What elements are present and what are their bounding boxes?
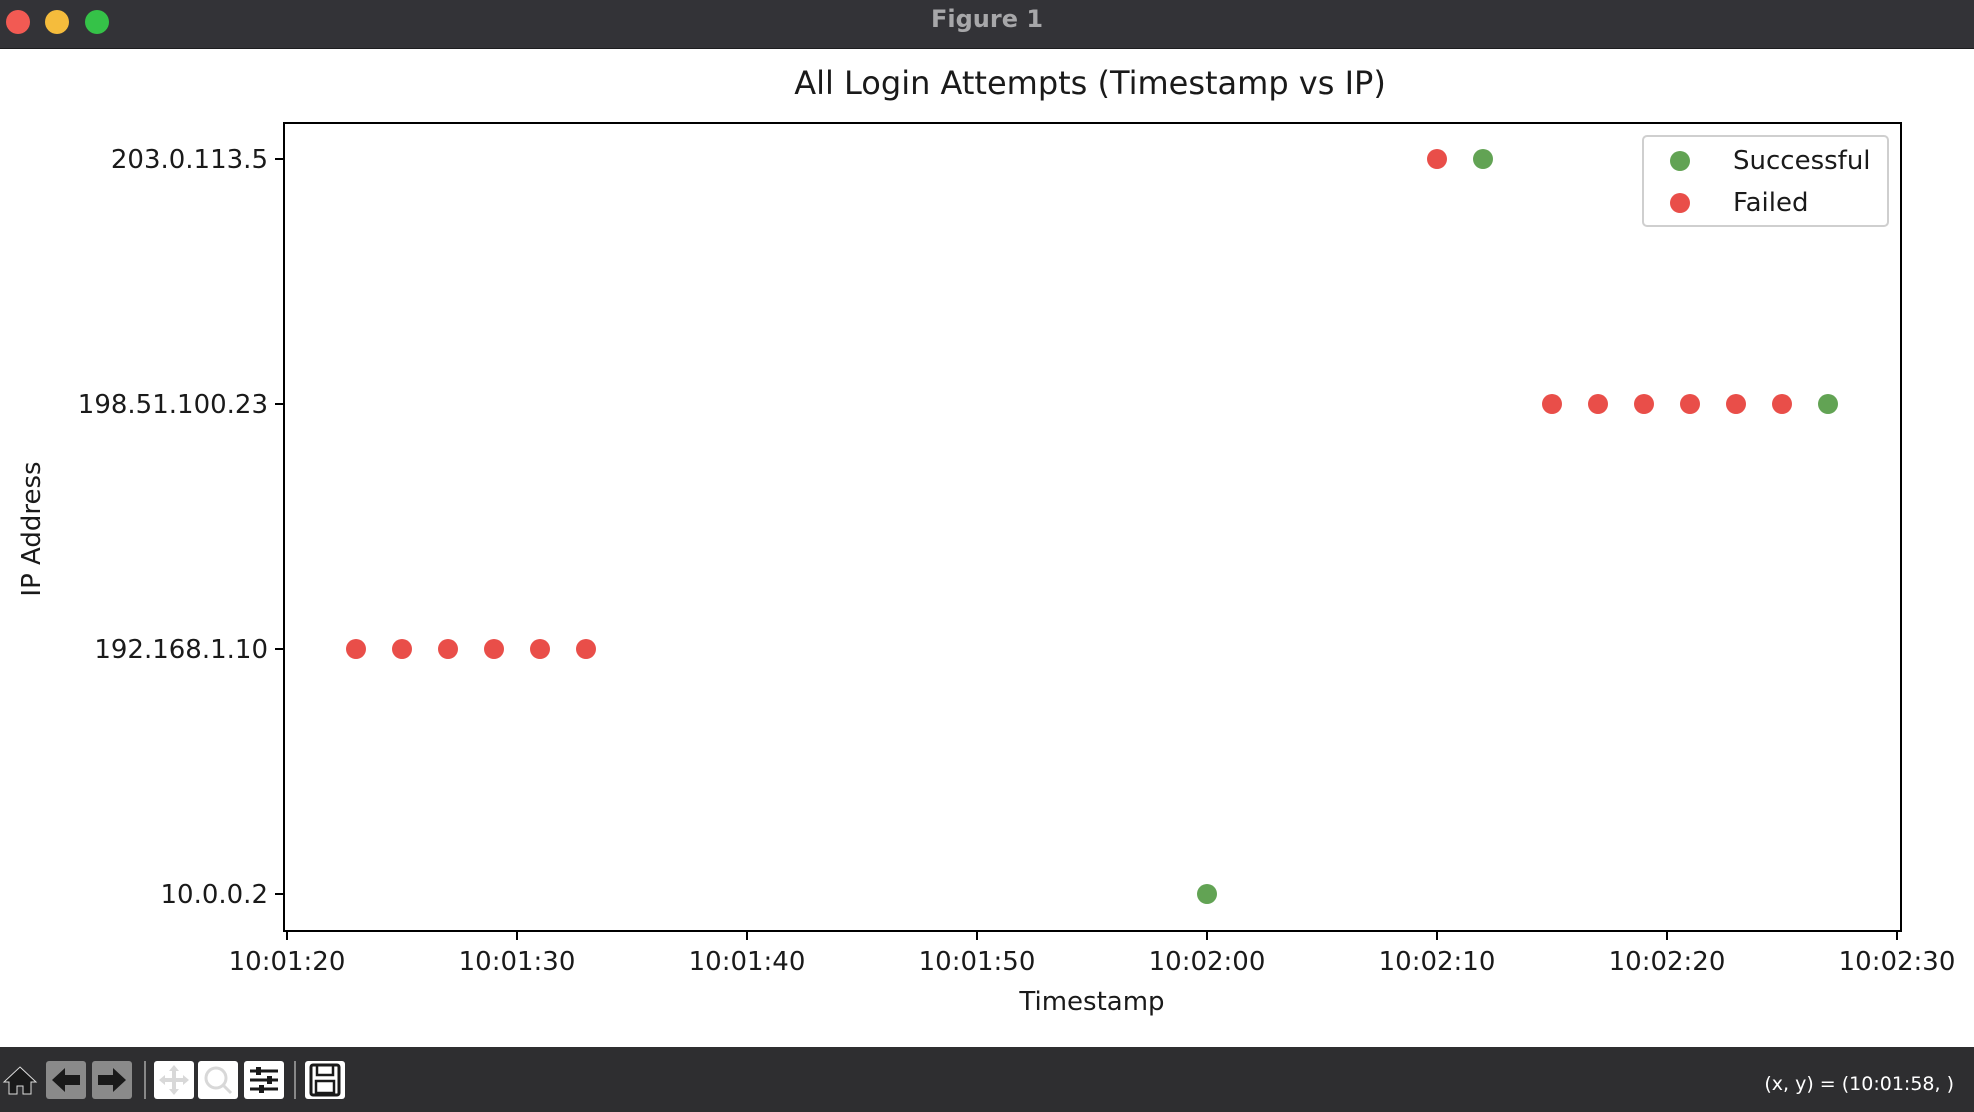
chart-title: All Login Attempts (Timestamp vs IP)	[794, 64, 1386, 102]
save-icon[interactable]	[305, 1061, 345, 1099]
data-point-failed	[1588, 394, 1608, 414]
x-tick-label: 10:01:40	[689, 947, 806, 977]
close-window-button[interactable]	[6, 10, 30, 34]
x-tick-label: 10:01:50	[919, 947, 1036, 977]
data-point-failed	[392, 639, 412, 659]
legend-marker-successful	[1670, 151, 1690, 171]
y-tick-label: 10.0.0.2	[160, 880, 268, 910]
legend-box	[1642, 135, 1889, 227]
data-point-failed	[1542, 394, 1562, 414]
y-tick-label: 203.0.113.5	[111, 145, 268, 175]
forward-arrow-icon[interactable]	[92, 1061, 132, 1099]
data-point-failed	[1772, 394, 1792, 414]
toolbar-separator	[144, 1061, 146, 1099]
data-point-failed	[346, 639, 366, 659]
data-point-failed	[484, 639, 504, 659]
legend-label-failed: Failed	[1733, 188, 1808, 218]
x-tick-label: 10:02:00	[1149, 947, 1266, 977]
legend-marker-failed	[1670, 193, 1690, 213]
zoom-icon[interactable]	[198, 1061, 238, 1099]
data-point-failed	[1726, 394, 1746, 414]
window-titlebar: Figure 1	[0, 0, 1974, 49]
data-point-failed	[576, 639, 596, 659]
data-point-successful	[1818, 394, 1838, 414]
data-point-failed	[1680, 394, 1700, 414]
x-tick-label: 10:02:10	[1379, 947, 1496, 977]
minimize-window-button[interactable]	[45, 10, 69, 34]
data-points	[346, 149, 1838, 904]
data-point-successful	[1473, 149, 1493, 169]
x-axis: 10:01:20 10:01:30 10:01:40 10:01:50 10:02:00…	[229, 931, 1956, 977]
data-point-failed	[530, 639, 550, 659]
pan-icon[interactable]	[154, 1061, 194, 1099]
legend-label-successful: Successful	[1733, 146, 1871, 176]
window-title: Figure 1	[930, 5, 1044, 33]
x-axis-label: Timestamp	[1018, 987, 1164, 1017]
figure-canvas[interactable]: All Login Attempts (Timestamp vs IP) 10.…	[0, 49, 1974, 1047]
toolbar-separator	[294, 1061, 296, 1099]
navigation-toolbar	[0, 1047, 1974, 1112]
zoom-window-button[interactable]	[85, 10, 109, 34]
back-arrow-icon[interactable]	[46, 1061, 86, 1099]
home-icon[interactable]	[0, 1061, 40, 1099]
configure-subplots-icon[interactable]	[244, 1061, 284, 1099]
plot-area	[283, 122, 1902, 932]
x-tick-label: 10:02:20	[1609, 947, 1726, 977]
y-tick-label: 198.51.100.23	[78, 390, 268, 420]
y-axis: 10.0.0.2 192.168.1.10 198.51.100.23 203.0.1…	[78, 145, 284, 910]
x-tick-label: 10:01:20	[229, 947, 346, 977]
legend: Successful Failed	[1642, 135, 1889, 227]
y-axis-label: IP Address	[17, 461, 47, 596]
data-point-failed	[1427, 149, 1447, 169]
cursor-coordinates: (x, y) = (10:01:58, )	[1764, 1073, 1954, 1095]
x-tick-label: 10:01:30	[459, 947, 576, 977]
y-tick-label: 192.168.1.10	[94, 635, 268, 665]
data-point-successful	[1197, 884, 1217, 904]
data-point-failed	[438, 639, 458, 659]
x-tick-label: 10:02:30	[1839, 947, 1956, 977]
scatter-chart: All Login Attempts (Timestamp vs IP) 10.…	[17, 64, 1956, 1017]
data-point-failed	[1634, 394, 1654, 414]
